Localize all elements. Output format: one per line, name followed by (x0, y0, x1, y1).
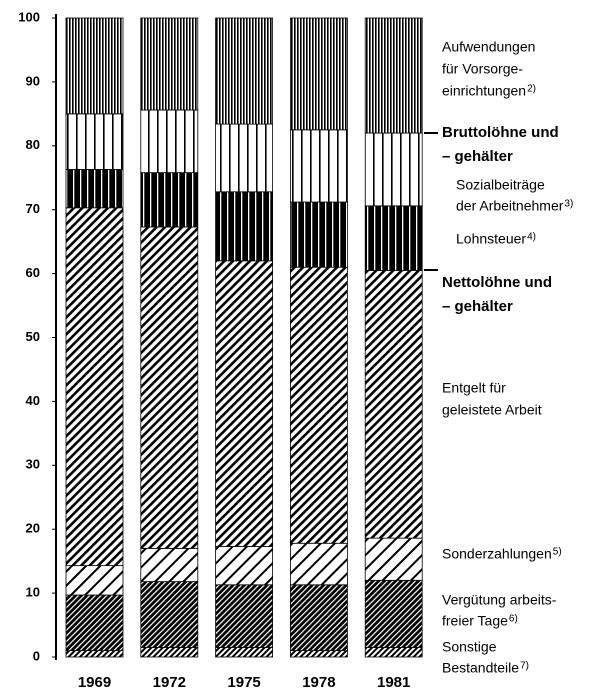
bar-segment (289, 129, 348, 203)
legend-label: Entgelt für (442, 380, 506, 396)
bar-segment (65, 113, 124, 170)
x-tick-label: 1975 (227, 674, 260, 691)
bar-segment (364, 579, 423, 648)
y-tick-label: 70 (26, 201, 40, 216)
bar-segment (140, 172, 199, 228)
y-tick-label: 80 (26, 137, 40, 152)
bar-segment (140, 547, 199, 582)
x-tick-label: 1969 (78, 674, 111, 691)
footnote-mark: 5) (553, 547, 562, 558)
y-tick-label: 0 (33, 648, 40, 663)
bar-segment (364, 132, 423, 207)
legend-label: Sonderzahlungen (442, 546, 552, 562)
footnote-mark: 2) (527, 84, 536, 95)
y-tick-label: 20 (26, 521, 40, 536)
bar-segment (215, 123, 274, 193)
bar-segment (140, 647, 199, 658)
y-tick-label: 30 (26, 457, 40, 472)
bar-segment (215, 191, 274, 262)
y-tick-label: 40 (26, 393, 40, 408)
annotation: – gehälter (442, 148, 513, 165)
bar-segment (65, 594, 124, 652)
legend-label: freier Tage (442, 613, 508, 629)
bar-segment (364, 537, 423, 581)
bar-segment (215, 17, 274, 125)
y-tick-label: 10 (26, 585, 40, 600)
legend-label: Aufwendungen (442, 39, 535, 55)
bar-segment (289, 17, 348, 131)
bar-segment (364, 17, 423, 134)
bar-segment (65, 207, 124, 567)
bar-segment (364, 647, 423, 658)
annotation: Bruttolöhne und (442, 124, 559, 141)
y-tick-label: 60 (26, 265, 40, 280)
legend-label: Lohnsteuer (456, 231, 526, 247)
bar-segment (65, 17, 124, 115)
bar-segment (289, 650, 348, 658)
bar-segment (140, 226, 199, 549)
bar-segment (215, 584, 274, 648)
bar-segment (364, 205, 423, 271)
bar-segment (289, 266, 348, 544)
bar-segment (289, 584, 348, 652)
annotation: – gehälter (442, 298, 513, 315)
x-tick-label: 1972 (153, 674, 186, 691)
bar-segment (215, 546, 274, 586)
annotation: Nettolöhne und (442, 274, 552, 291)
bar-segment (215, 647, 274, 658)
legend-label: der Arbeitnehmer (456, 198, 564, 214)
bar-segment (65, 565, 124, 596)
footnote-mark: 7) (520, 661, 529, 672)
footnote-mark: 6) (509, 614, 518, 625)
x-tick-label: 1981 (377, 674, 410, 691)
x-tick-label: 1978 (302, 674, 335, 691)
legend-label: für Vorsorge- (442, 61, 523, 77)
bar-segment (65, 169, 124, 209)
bar-segment (65, 650, 124, 658)
legend-label: Bestandteile (442, 660, 519, 676)
bar-segment (140, 581, 199, 648)
bar-segment (289, 542, 348, 586)
bar-segment (364, 270, 423, 539)
bar-segment (140, 109, 199, 174)
y-tick-label: 50 (26, 329, 40, 344)
y-tick-label: 90 (26, 73, 40, 88)
legend-label: Sonstige (442, 639, 497, 655)
bar-segment (215, 260, 274, 547)
legend-label: Sozialbeiträge (456, 177, 545, 193)
bar-segment (140, 17, 199, 111)
bar-segment (289, 201, 348, 268)
footnote-mark: 3) (564, 199, 573, 210)
legend-label: einrichtungen (442, 83, 526, 99)
legend-label: geleistete Arbeit (442, 402, 542, 418)
y-tick-label: 100 (18, 9, 40, 24)
footnote-mark: 4) (527, 232, 536, 243)
legend-label: Vergütung arbeits- (442, 592, 557, 608)
